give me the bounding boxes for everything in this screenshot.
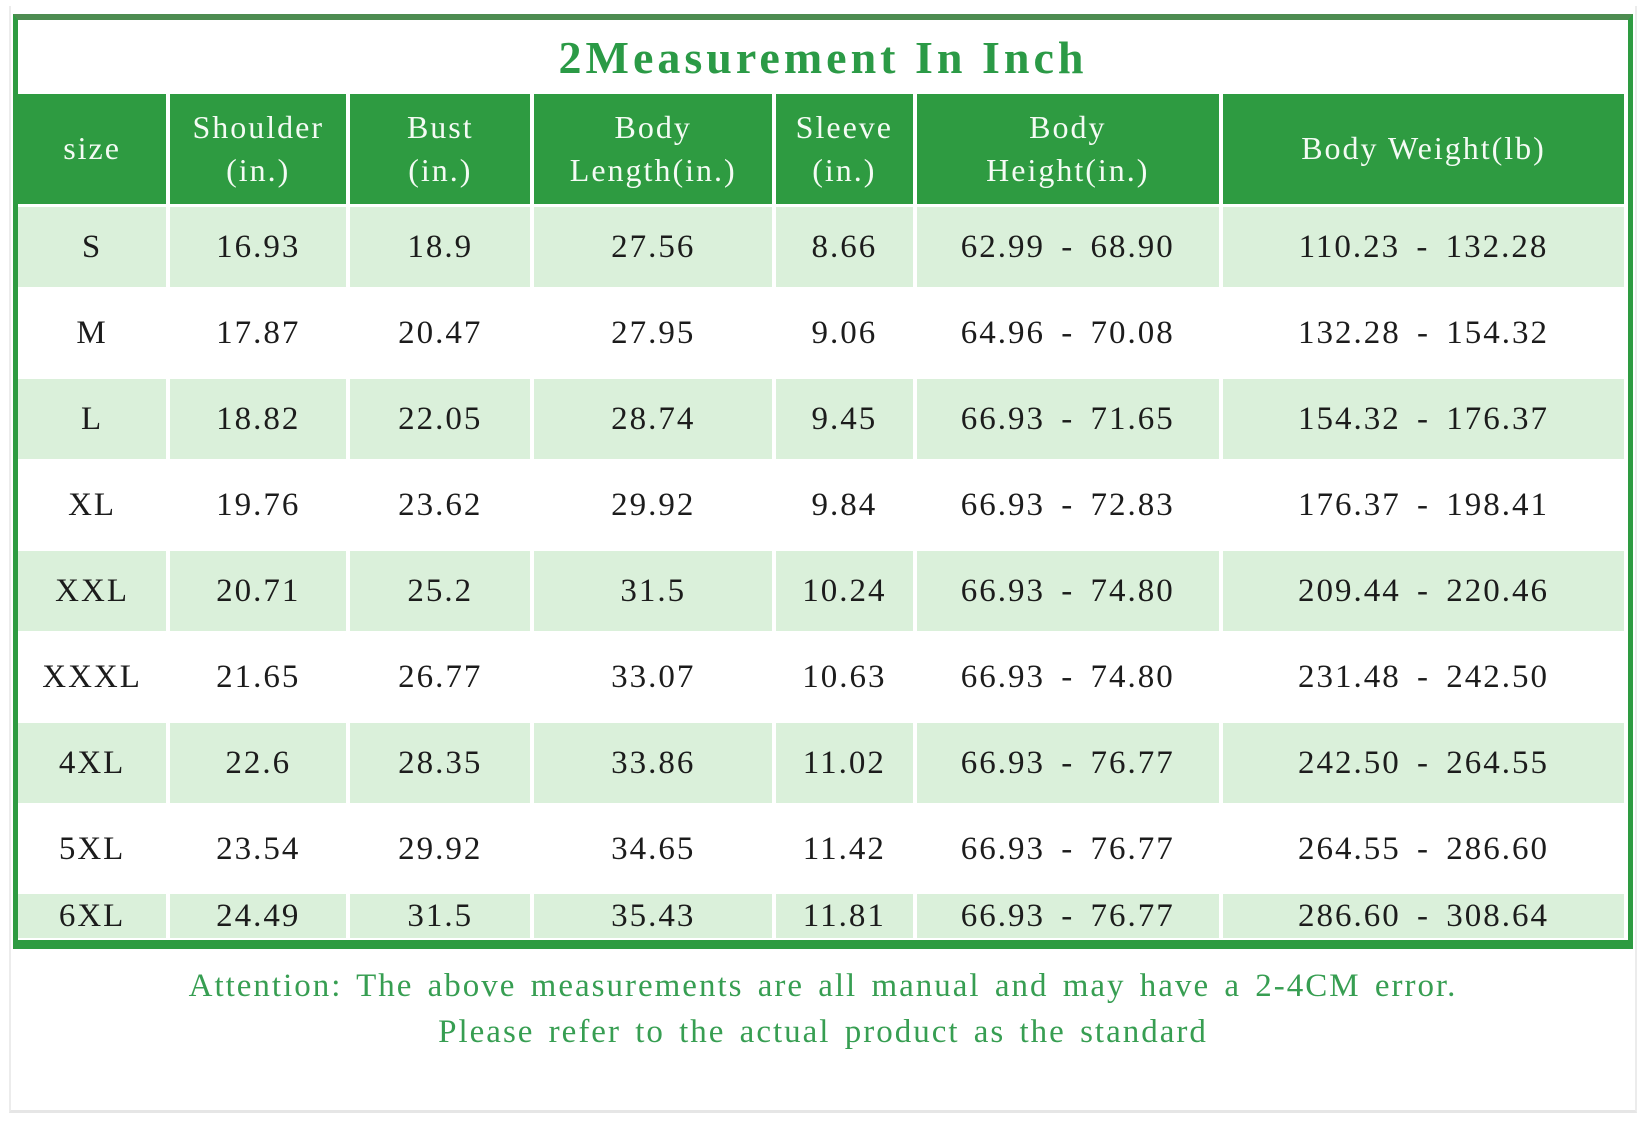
cell-L-body-weight: 154.32 - 176.37	[1223, 379, 1624, 459]
cell-XXL-sleeve: 10.24	[776, 551, 913, 631]
table-row-XXXL: XXXL 21.65 26.77 33.07 10.63 66.93 - 74.80 231…	[18, 634, 1628, 720]
cell-M-shoulder: 17.87	[216, 314, 301, 351]
cell-4XL-shoulder: 22.6	[170, 723, 347, 803]
table-title-row: 2Measurement In Inch	[18, 20, 1628, 94]
cell-M-sleeve: 9.06	[811, 314, 878, 351]
cell-L-sleeve: 9.45	[776, 379, 913, 459]
cell-4XL-body-height: 66.93 - 76.77	[916, 723, 1220, 803]
table-row-6XL: 6XL 24.49 31.5 35.43 11.81 66.93 - 76.77 286.6…	[18, 892, 1628, 940]
cell-5XL-body-weight: 264.55 - 286.60	[1298, 830, 1549, 867]
cell-5XL-shoulder: 23.54	[216, 830, 301, 867]
cell-L-shoulder: 18.82	[170, 379, 347, 459]
cell-4XL-sleeve: 11.02	[776, 723, 913, 803]
cell-S-body-weight: 110.23 - 132.28	[1223, 207, 1624, 287]
cell-XXXL-body-weight: 231.48 - 242.50	[1298, 658, 1549, 695]
cell-L-body-height: 66.93 - 71.65	[916, 379, 1220, 459]
table-row-5XL: 5XL 23.54 29.92 34.65 11.42 66.93 - 76.77 264.…	[18, 806, 1628, 892]
cell-XXL-bust: 25.2	[350, 551, 531, 631]
cell-S-bust: 18.9	[350, 207, 531, 287]
note-line-1: Attention: The above measurements are al…	[188, 968, 1458, 1004]
cell-XXL-size: XXL	[18, 551, 167, 631]
cell-5XL-sleeve: 11.42	[802, 830, 886, 867]
cell-5XL-body-length: 34.65	[611, 830, 696, 867]
cell-XXL-body-weight: 209.44 - 220.46	[1223, 551, 1624, 631]
table-row-XL: XL 19.76 23.62 29.92 9.84 66.93 - 72.83 176.37…	[18, 462, 1628, 548]
cell-XXL-shoulder: 20.71	[170, 551, 347, 631]
size-table: 2Measurement In Inch size Shoulder (in.) Bu…	[13, 14, 1633, 949]
cell-4XL-body-length: 33.86	[534, 723, 773, 803]
cell-6XL-shoulder: 24.49	[170, 894, 347, 938]
cell-XL-body-weight: 176.37 - 198.41	[1298, 486, 1549, 523]
header-cell-bust: Bust (in.)	[350, 94, 531, 204]
table-body: S 16.93 18.9 27.56 8.66 62.99 - 68.90 110.23 -…	[18, 204, 1628, 940]
cell-M-body-weight: 132.28 - 154.32	[1298, 314, 1549, 351]
header-cell-shoulder: Shoulder (in.)	[170, 94, 347, 204]
cell-XXXL-body-length: 33.07	[611, 658, 696, 695]
cell-XL-sleeve: 9.84	[811, 486, 878, 523]
cell-5XL-body-height: 66.93 - 76.77	[960, 830, 1175, 867]
cell-M-bust: 20.47	[398, 314, 483, 351]
table-row-XXL: XXL 20.71 25.2 31.5 10.24 66.93 - 74.80 209.44…	[18, 548, 1628, 634]
header-cell-size: size	[18, 94, 167, 204]
cell-XXXL-shoulder: 21.65	[216, 658, 301, 695]
cell-4XL-size: 4XL	[18, 723, 167, 803]
cell-S-body-length: 27.56	[534, 207, 773, 287]
cell-XXXL-body-height: 66.93 - 74.80	[960, 658, 1175, 695]
cell-XXXL-bust: 26.77	[398, 658, 483, 695]
cell-XXXL-size: XXXL	[42, 658, 142, 695]
table-title: 2Measurement In Inch	[558, 31, 1088, 83]
cell-L-bust: 22.05	[350, 379, 531, 459]
table-row-S: S 16.93 18.9 27.56 8.66 62.99 - 68.90 110.23 -…	[18, 204, 1628, 290]
cell-6XL-size: 6XL	[18, 894, 167, 938]
cell-4XL-body-weight: 242.50 - 264.55	[1223, 723, 1624, 803]
cell-5XL-bust: 29.92	[398, 830, 483, 867]
cell-XL-size: XL	[68, 486, 117, 523]
cell-6XL-sleeve: 11.81	[776, 894, 913, 938]
cell-S-shoulder: 16.93	[170, 207, 347, 287]
cell-M-body-length: 27.95	[611, 314, 696, 351]
cell-S-body-height: 62.99 - 68.90	[916, 207, 1220, 287]
cell-L-body-length: 28.74	[534, 379, 773, 459]
cell-XXL-body-height: 66.93 - 74.80	[916, 551, 1220, 631]
cell-6XL-body-length: 35.43	[534, 894, 773, 938]
table-row-L: L 18.82 22.05 28.74 9.45 66.93 - 71.65 154.32 …	[18, 376, 1628, 462]
table-row-M: M 17.87 20.47 27.95 9.06 64.96 - 70.08 132.28 …	[18, 290, 1628, 376]
cell-XXL-body-length: 31.5	[534, 551, 773, 631]
cell-M-body-height: 64.96 - 70.08	[960, 314, 1175, 351]
attention-note: Attention: The above measurements are al…	[13, 949, 1633, 1055]
cell-XXXL-sleeve: 10.63	[802, 658, 887, 695]
table-header-row: size Shoulder (in.) Bust (in.) Body Length(in.…	[18, 94, 1628, 204]
cell-6XL-body-weight: 286.60 - 308.64	[1223, 894, 1624, 938]
cell-M-size: M	[76, 314, 108, 351]
cell-XL-bust: 23.62	[398, 486, 483, 523]
header-cell-body-height: Body Height(in.)	[916, 94, 1220, 204]
cell-XL-body-height: 66.93 - 72.83	[960, 486, 1175, 523]
table-row-4XL: 4XL 22.6 28.35 33.86 11.02 66.93 - 76.77 242.5…	[18, 720, 1628, 806]
cell-5XL-size: 5XL	[58, 830, 126, 867]
cell-S-sleeve: 8.66	[776, 207, 913, 287]
header-cell-sleeve: Sleeve (in.)	[776, 94, 913, 204]
cell-XL-shoulder: 19.76	[216, 486, 301, 523]
cell-S-size: S	[18, 207, 167, 287]
cell-L-size: L	[18, 379, 167, 459]
header-cell-body-length: Body Length(in.)	[534, 94, 773, 204]
cell-6XL-bust: 31.5	[350, 894, 531, 938]
note-line-2: Please refer to the actual product as th…	[438, 1014, 1208, 1050]
header-cell-body-weight: Body Weight(lb)	[1223, 94, 1624, 204]
cell-4XL-bust: 28.35	[350, 723, 531, 803]
cell-6XL-body-height: 66.93 - 76.77	[916, 894, 1220, 938]
cell-XL-body-length: 29.92	[611, 486, 696, 523]
